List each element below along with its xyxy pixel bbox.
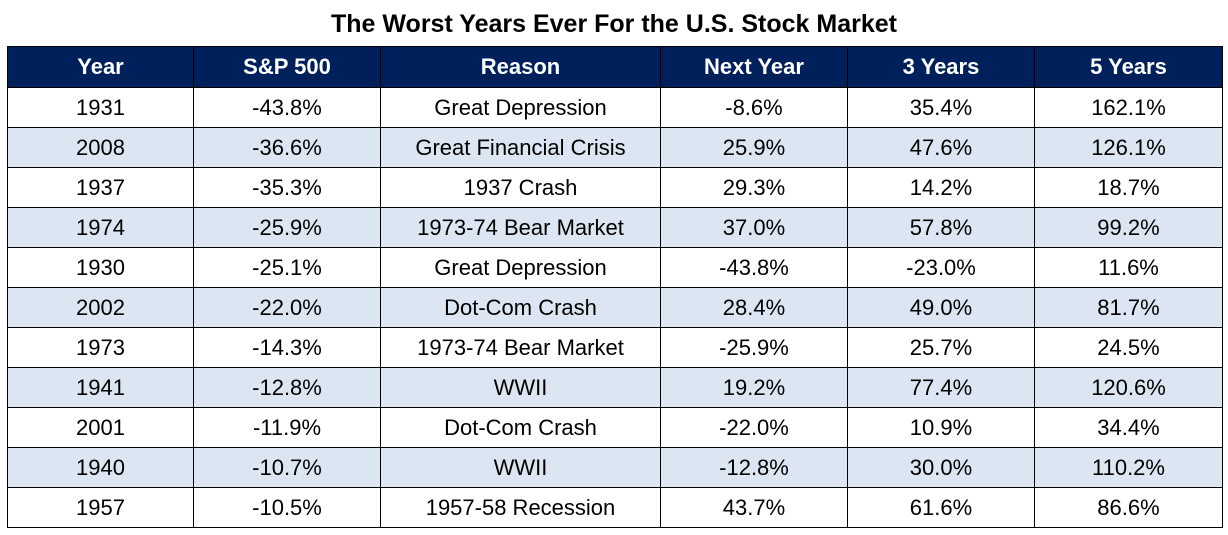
sp500-cell: -43.8% — [193, 87, 381, 128]
sp500-cell: -10.7% — [193, 447, 381, 488]
three-years-cell: -23.0% — [847, 247, 1035, 288]
reason-cell: WWII — [380, 447, 661, 488]
column-header-sp500: S&P 500 — [193, 46, 381, 88]
sp500-cell: -14.3% — [193, 327, 381, 368]
five-years-cell: 11.6% — [1034, 247, 1223, 288]
next-year-cell: 19.2% — [660, 367, 848, 408]
table-row: 2008 -36.6% Great Financial Crisis 25.9% 47.… — [7, 127, 1223, 168]
five-years-cell: 18.7% — [1034, 167, 1223, 208]
table-body: 1931 -43.8% Great Depression -8.6% 35.4% 162.… — [7, 87, 1223, 528]
year-cell: 1974 — [7, 207, 194, 248]
year-cell: 1931 — [7, 87, 194, 128]
three-years-cell: 14.2% — [847, 167, 1035, 208]
year-cell: 1973 — [7, 327, 194, 368]
next-year-cell: 37.0% — [660, 207, 848, 248]
sp500-cell: -25.9% — [193, 207, 381, 248]
year-cell: 2008 — [7, 127, 194, 168]
year-cell: 1957 — [7, 487, 194, 528]
five-years-cell: 81.7% — [1034, 287, 1223, 328]
five-years-cell: 99.2% — [1034, 207, 1223, 248]
table-row: 1974 -25.9% 1973-74 Bear Market 37.0% 57.8% 9… — [7, 207, 1223, 248]
sp500-cell: -35.3% — [193, 167, 381, 208]
next-year-cell: -25.9% — [660, 327, 848, 368]
reason-cell: Great Depression — [380, 247, 661, 288]
sp500-cell: -22.0% — [193, 287, 381, 328]
table-header: Year S&P 500 Reason Next Year 3 Years 5 … — [7, 46, 1223, 88]
reason-cell: WWII — [380, 367, 661, 408]
table-row: 1930 -25.1% Great Depression -43.8% -23.0% 11… — [7, 247, 1223, 288]
three-years-cell: 35.4% — [847, 87, 1035, 128]
sp500-cell: -25.1% — [193, 247, 381, 288]
sp500-cell: -10.5% — [193, 487, 381, 528]
reason-cell: Dot-Com Crash — [380, 407, 661, 448]
reason-cell: 1973-74 Bear Market — [380, 327, 661, 368]
three-years-cell: 10.9% — [847, 407, 1035, 448]
five-years-cell: 110.2% — [1034, 447, 1223, 488]
year-cell: 1930 — [7, 247, 194, 288]
reason-cell: Great Financial Crisis — [380, 127, 661, 168]
next-year-cell: 28.4% — [660, 287, 848, 328]
next-year-cell: -8.6% — [660, 87, 848, 128]
header-row: Year S&P 500 Reason Next Year 3 Years 5 … — [7, 46, 1223, 88]
sp500-cell: -12.8% — [193, 367, 381, 408]
five-years-cell: 24.5% — [1034, 327, 1223, 368]
year-cell: 1937 — [7, 167, 194, 208]
column-header-year: Year — [7, 46, 194, 88]
table-row: 1940 -10.7% WWII -12.8% 30.0% 110.2% — [7, 447, 1223, 488]
table-row: 1941 -12.8% WWII 19.2% 77.4% 120.6% — [7, 367, 1223, 408]
table-row: 1957 -10.5% 1957-58 Recession 43.7% 61.6% 86.… — [7, 487, 1223, 528]
year-cell: 2001 — [7, 407, 194, 448]
reason-cell: 1957-58 Recession — [380, 487, 661, 528]
year-cell: 1941 — [7, 367, 194, 408]
table-row: 2001 -11.9% Dot-Com Crash -22.0% 10.9% 34.4% — [7, 407, 1223, 448]
table-title: The Worst Years Ever For the U.S. Stock … — [331, 10, 897, 38]
three-years-cell: 25.7% — [847, 327, 1035, 368]
three-years-cell: 77.4% — [847, 367, 1035, 408]
table-row: 1931 -43.8% Great Depression -8.6% 35.4% 162.… — [7, 87, 1223, 128]
three-years-cell: 61.6% — [847, 487, 1035, 528]
five-years-cell: 162.1% — [1034, 87, 1223, 128]
next-year-cell: 25.9% — [660, 127, 848, 168]
next-year-cell: -12.8% — [660, 447, 848, 488]
worst-years-table: Year S&P 500 Reason Next Year 3 Years 5 … — [7, 46, 1223, 528]
year-cell: 2002 — [7, 287, 194, 328]
sp500-cell: -36.6% — [193, 127, 381, 168]
next-year-cell: 29.3% — [660, 167, 848, 208]
table-row: 1973 -14.3% 1973-74 Bear Market -25.9% 25.7%… — [7, 327, 1223, 368]
three-years-cell: 47.6% — [847, 127, 1035, 168]
column-header-3-years: 3 Years — [847, 46, 1035, 88]
reason-cell: Dot-Com Crash — [380, 287, 661, 328]
sp500-cell: -11.9% — [193, 407, 381, 448]
five-years-cell: 120.6% — [1034, 367, 1223, 408]
five-years-cell: 126.1% — [1034, 127, 1223, 168]
next-year-cell: -22.0% — [660, 407, 848, 448]
reason-cell: 1937 Crash — [380, 167, 661, 208]
three-years-cell: 49.0% — [847, 287, 1035, 328]
five-years-cell: 34.4% — [1034, 407, 1223, 448]
column-header-reason: Reason — [380, 46, 661, 88]
column-header-5-years: 5 Years — [1034, 46, 1223, 88]
three-years-cell: 30.0% — [847, 447, 1035, 488]
next-year-cell: 43.7% — [660, 487, 848, 528]
table-row: 2002 -22.0% Dot-Com Crash 28.4% 49.0% 81.7% — [7, 287, 1223, 328]
three-years-cell: 57.8% — [847, 207, 1035, 248]
five-years-cell: 86.6% — [1034, 487, 1223, 528]
reason-cell: Great Depression — [380, 87, 661, 128]
column-header-next-year: Next Year — [660, 46, 848, 88]
year-cell: 1940 — [7, 447, 194, 488]
reason-cell: 1973-74 Bear Market — [380, 207, 661, 248]
next-year-cell: -43.8% — [660, 247, 848, 288]
table-row: 1937 -35.3% 1937 Crash 29.3% 14.2% 18.7% — [7, 167, 1223, 208]
